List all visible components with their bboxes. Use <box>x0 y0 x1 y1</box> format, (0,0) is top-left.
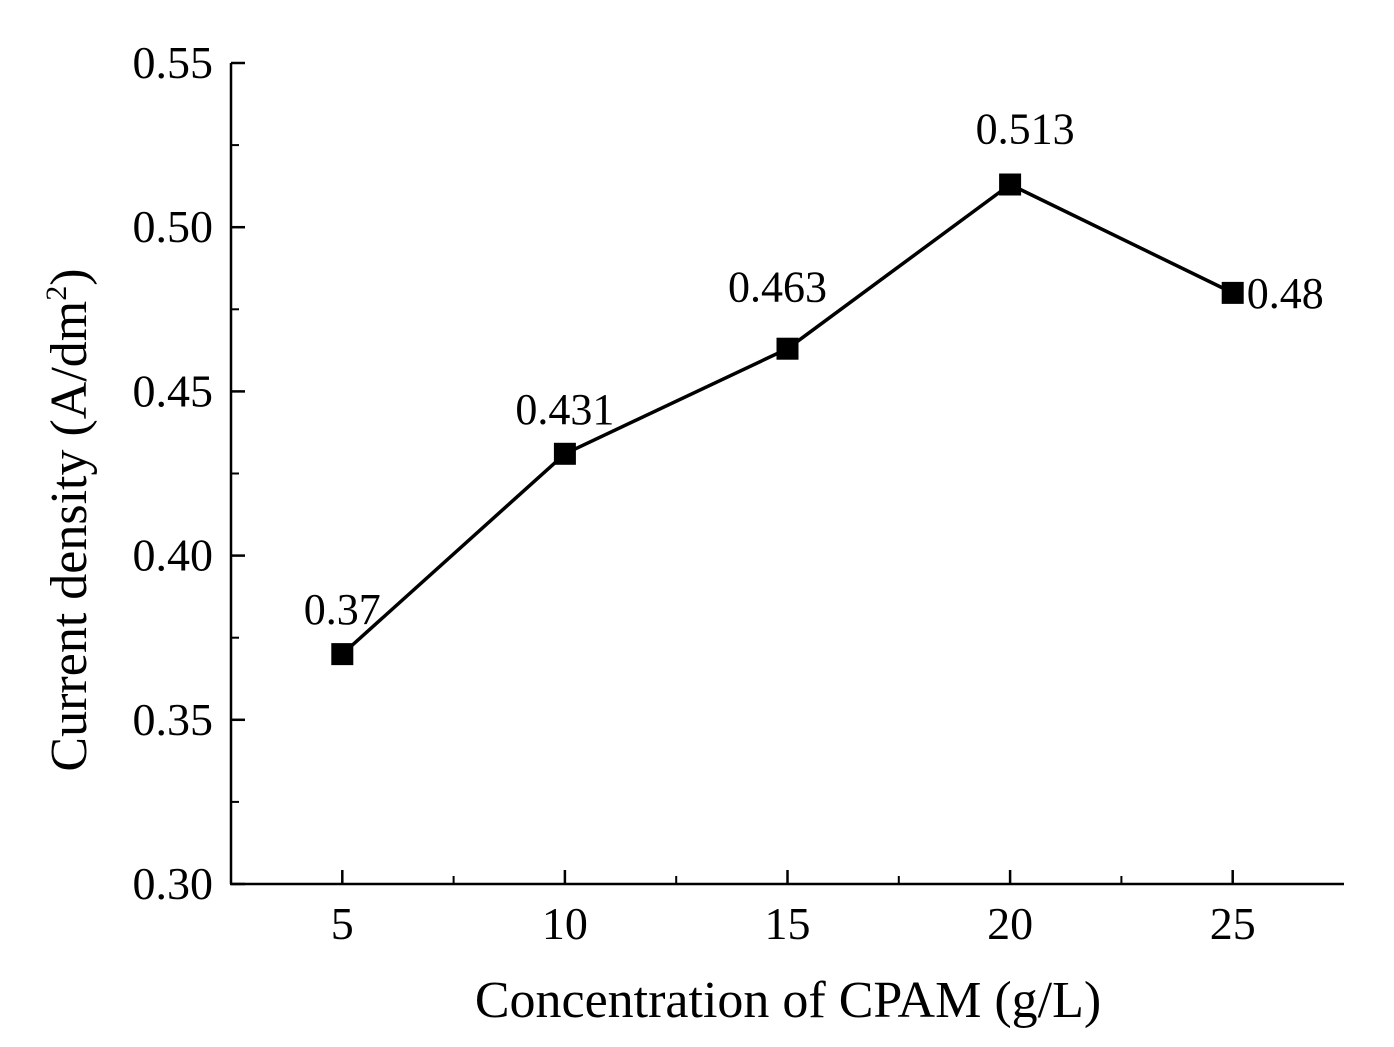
y-tick-label: 0.50 <box>133 201 214 252</box>
data-point-marker <box>999 173 1022 196</box>
y-tick-label: 0.30 <box>133 858 214 909</box>
y-tick-label: 0.35 <box>133 694 214 745</box>
data-value-label: 0.463 <box>728 263 827 312</box>
y-tick-label: 0.45 <box>133 365 214 416</box>
x-tick-label: 20 <box>987 898 1033 949</box>
axes <box>229 63 1344 886</box>
data-point-marker <box>553 442 576 465</box>
data-point-marker <box>776 337 799 360</box>
data-point-marker <box>331 643 354 666</box>
data-value-label: 0.431 <box>515 385 614 434</box>
y-axis-title-main: Current density (A/dm <box>41 301 98 772</box>
y-axis-title-close: ) <box>41 268 98 285</box>
ticks <box>231 61 1234 886</box>
x-tick-label: 5 <box>331 898 354 949</box>
data-point-marker <box>1221 281 1244 304</box>
series-line <box>341 182 1234 656</box>
x-tick-label: 15 <box>765 898 811 949</box>
data-value-label: 0.37 <box>304 585 381 634</box>
x-axis-title: Concentration of CPAM (g/L) <box>475 972 1101 1029</box>
y-axis-title: Current density (A/dm2) <box>40 268 98 771</box>
data-labels: 0.37 0.431 0.463 0.513 0.48 <box>304 105 1324 635</box>
series <box>331 173 1244 666</box>
x-tick-label: 25 <box>1210 898 1256 949</box>
data-value-label: 0.48 <box>1247 269 1324 318</box>
data-value-label: 0.513 <box>976 105 1075 154</box>
y-tick-label: 0.55 <box>133 37 214 88</box>
tick-labels: 0.30 0.35 0.40 0.45 0.50 0.55 5 10 15 20 25 <box>133 37 1256 949</box>
y-tick-label: 0.40 <box>133 530 214 581</box>
x-tick-label: 10 <box>542 898 588 949</box>
y-axis-title-superscript: 2 <box>40 286 73 301</box>
